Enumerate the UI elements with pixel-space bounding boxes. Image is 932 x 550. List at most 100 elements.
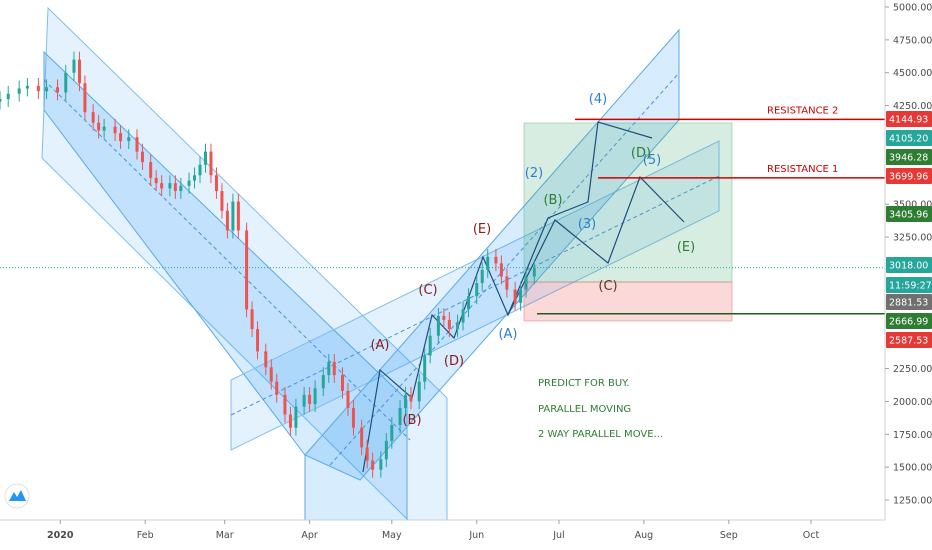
x-tick-label: Mar	[216, 530, 234, 541]
wave-label: (C)	[598, 279, 617, 294]
candle-body	[275, 381, 279, 395]
candle-body	[173, 183, 177, 192]
chart-note: 2 WAY PARALLEL MOVE...	[538, 429, 663, 440]
candle-body	[77, 59, 81, 84]
candle-body	[36, 85, 40, 92]
price-tag-label: 2881.53	[889, 298, 928, 309]
y-tick-label: 4750.00	[893, 35, 932, 46]
y-tick-label: 4250.00	[893, 101, 932, 112]
candle-body	[409, 394, 413, 402]
candle-body	[269, 367, 273, 382]
wave-label: (E)	[677, 240, 695, 255]
candle-body	[102, 126, 106, 131]
candle-body	[187, 180, 191, 186]
price-tag-label: 4105.20	[889, 134, 928, 145]
candle-body	[160, 183, 164, 189]
candle-body	[119, 133, 123, 142]
candle-body	[321, 375, 325, 389]
candle-body	[256, 329, 260, 352]
price-tag-box	[886, 149, 932, 165]
candle-body	[461, 309, 465, 323]
x-tick-label: Apr	[301, 530, 318, 541]
candle-body	[294, 406, 298, 428]
price-tag-box	[886, 332, 932, 348]
candle-body	[154, 177, 158, 184]
price-tag-box	[886, 277, 932, 293]
x-tick-label: Jul	[552, 530, 564, 541]
candle-body	[214, 175, 218, 192]
price-tag-box	[886, 206, 932, 222]
candles	[0, 51, 536, 478]
wave-label: (3)	[578, 217, 596, 232]
wave-label: (D)	[444, 354, 464, 369]
candle-body	[404, 394, 408, 408]
candle-body	[6, 93, 10, 100]
candle-body	[379, 459, 383, 470]
candle-body	[127, 137, 131, 142]
price-tag-box	[886, 111, 932, 127]
descending-midline	[43, 79, 411, 441]
candle-body	[168, 183, 172, 189]
price-tag-box	[886, 294, 932, 310]
resistance-label: RESISTANCE 1	[767, 164, 838, 175]
candle-body	[313, 388, 317, 405]
resistance-label: RESISTANCE 2	[767, 105, 838, 116]
y-tick-label: 1250.00	[893, 496, 932, 507]
candle-body	[45, 87, 49, 92]
candle-body	[467, 296, 471, 310]
x-tick-label: May	[382, 530, 402, 541]
candle-body	[486, 256, 490, 270]
candle-body	[428, 335, 432, 356]
candle-body	[519, 289, 523, 303]
y-tick-label: 3500.00	[893, 200, 932, 211]
candle-body	[398, 407, 402, 426]
y-tick-label: 1750.00	[893, 430, 932, 441]
candle-body	[83, 83, 87, 113]
candle-body	[532, 267, 536, 277]
price-tag-box	[886, 168, 932, 184]
candle-body	[135, 137, 139, 152]
candle-body	[225, 210, 229, 231]
candle-body	[332, 361, 336, 376]
candle-body	[97, 122, 101, 131]
candle-body	[193, 175, 197, 181]
candle-body	[302, 394, 306, 407]
candle-body	[499, 263, 503, 277]
candle-body	[245, 230, 249, 310]
candle-body	[198, 164, 202, 176]
candle-body	[220, 191, 224, 211]
y-tick-label: 1500.00	[893, 463, 932, 474]
ascending-midline-steep	[329, 72, 680, 466]
x-tick-label: Oct	[803, 530, 820, 541]
wave-label: (2)	[525, 166, 543, 181]
candle-body	[365, 447, 369, 461]
candle-body	[351, 407, 355, 428]
candle-body	[447, 319, 451, 330]
candle-body	[494, 256, 498, 264]
wave-label: (A)	[370, 338, 389, 353]
candle-body	[505, 276, 509, 290]
x-tick-label: Jun	[468, 530, 484, 541]
price-tag-label: 2666.99	[889, 317, 928, 328]
candle-body	[423, 355, 427, 382]
wave-label: (5)	[643, 153, 661, 168]
candle-body	[346, 390, 350, 408]
wave-label: (E)	[473, 222, 491, 237]
candle-body	[308, 394, 312, 405]
y-tick-label: 3250.00	[893, 233, 932, 244]
stop-zone	[523, 281, 733, 322]
candle-body	[113, 126, 117, 134]
tradingview-logo-icon[interactable]	[4, 483, 30, 509]
candle-body	[149, 162, 153, 178]
price-tag-box	[886, 257, 932, 273]
candle-body	[203, 151, 207, 165]
x-tick-label: 2020	[47, 530, 74, 541]
candle-body	[56, 87, 60, 93]
candle-body	[436, 315, 440, 336]
price-tag-box	[886, 130, 932, 146]
candle-body	[140, 151, 144, 163]
candle-body	[340, 375, 344, 391]
candle-body	[360, 427, 364, 448]
y-tick-label: 5000.00	[893, 3, 932, 14]
